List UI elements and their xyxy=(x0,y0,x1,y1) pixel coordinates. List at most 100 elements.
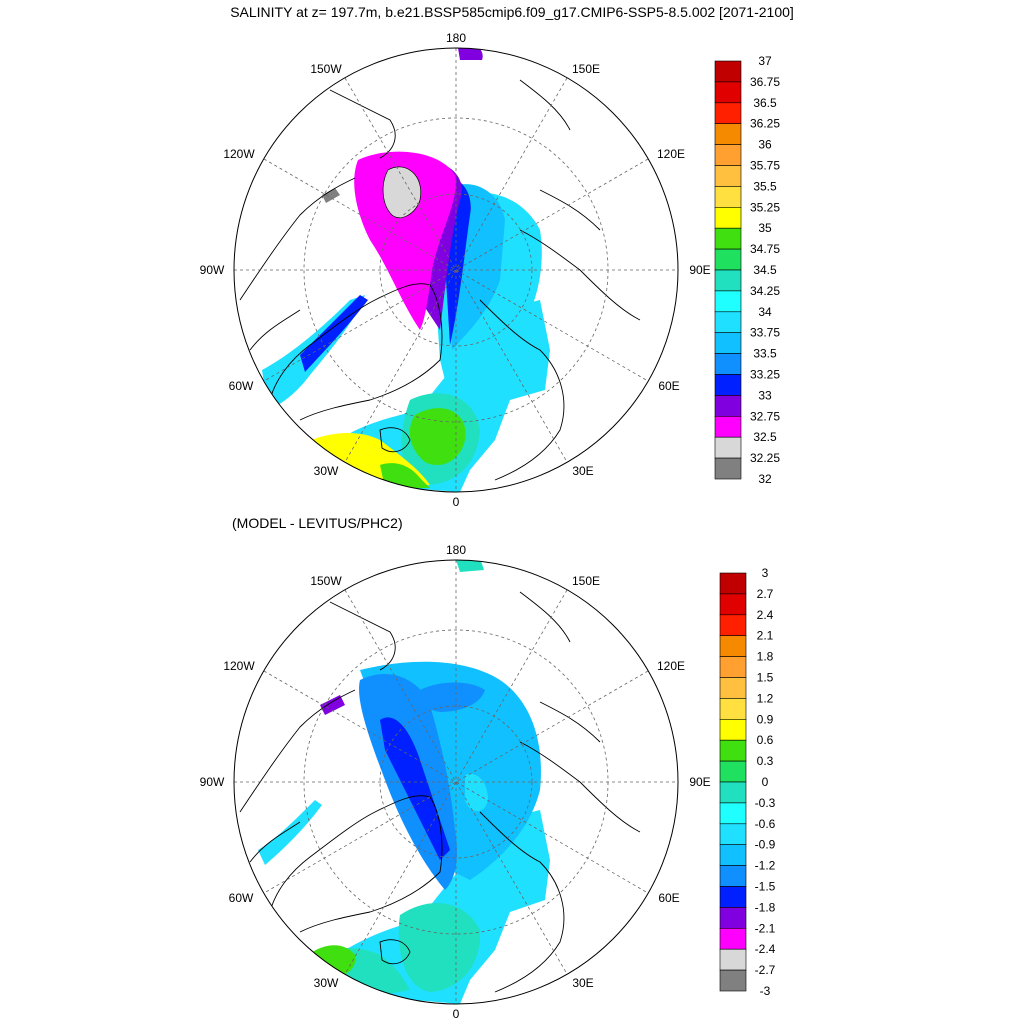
bottom-lon-label-0: 0 xyxy=(453,1007,460,1021)
bottom-colorbar-swatch-10 xyxy=(719,781,747,804)
bottom-colorbar-label-4: 1.8 xyxy=(757,650,774,664)
top-colorbar-swatch-4 xyxy=(714,144,742,166)
bottom-colorbar-label-3: 2.1 xyxy=(757,629,774,643)
bottom-colorbar-label-19: -2.7 xyxy=(755,963,776,977)
bottom-colorbar-label-17: -2.1 xyxy=(755,921,776,935)
bottom-colorbar-label-14: -1.2 xyxy=(755,859,776,873)
top-colorbar-swatch-14 xyxy=(714,353,742,375)
top-lon-label-90e: 90E xyxy=(689,263,710,277)
bottom-lon-label-150w: 150W xyxy=(310,574,342,588)
top-lon-label-150e: 150E xyxy=(572,62,600,76)
bottom-colorbar-swatch-2 xyxy=(719,614,747,636)
bottom-coastlines xyxy=(239,591,641,993)
top-colorbar-swatch-16 xyxy=(714,395,742,417)
top-colorbar-swatch-17 xyxy=(714,415,742,438)
top-colorbar-label-18: 32.5 xyxy=(753,430,777,444)
top-lon-label-90w: 90W xyxy=(200,263,225,277)
bottom-colorbar-label-9: 0.3 xyxy=(757,754,774,768)
top-colorbar-label-11: 34.25 xyxy=(750,284,780,298)
bottom-colorbar-swatch-9 xyxy=(719,760,747,783)
bottom-colorbar-swatch-3 xyxy=(719,635,747,657)
top-coastlines xyxy=(239,79,641,481)
top-graticule xyxy=(234,48,678,492)
bottom-colorbar-swatch-11 xyxy=(719,802,747,825)
bottom-colorbar-swatch-12 xyxy=(719,823,747,845)
bottom-lon-label-30e: 30E xyxy=(572,976,593,990)
bottom-colorbar: 3 2.7 2.4 2.1 1.8 1.5 1.2 0.9 0.6 0.3 0 -0.3 -0.6 -0.… xyxy=(719,566,776,998)
top-colorbar-label-20: 32 xyxy=(758,472,772,486)
top-lon-label-30w: 30W xyxy=(314,464,339,478)
bottom-colorbar-label-0: 3 xyxy=(762,566,769,580)
bottom-colorbar-swatch-13 xyxy=(719,844,747,866)
top-colorbar-swatch-18 xyxy=(714,436,742,459)
bottom-colorbar-swatch-5 xyxy=(719,677,747,699)
plot-title: SALINITY at z= 197.7m, b.e21.BSSP585cmip… xyxy=(230,4,794,20)
top-lon-label-60e: 60E xyxy=(658,379,679,393)
bottom-colorbar-swatch-6 xyxy=(719,698,747,720)
bottom-colorbar-label-16: -1.8 xyxy=(755,900,776,914)
top-colorbar-label-6: 35.5 xyxy=(753,179,777,193)
top-colorbar-swatch-15 xyxy=(714,374,742,396)
top-colorbar-label-15: 33.25 xyxy=(750,368,780,382)
top-colorbar-label-12: 34 xyxy=(758,305,772,319)
top-colorbar-label-8: 35 xyxy=(758,221,772,235)
top-lon-label-180: 180 xyxy=(446,31,466,45)
bottom-lon-label-180: 180 xyxy=(446,543,466,557)
bottom-colorbar-label-6: 1.2 xyxy=(757,691,774,705)
top-colorbar-swatch-5 xyxy=(714,165,742,187)
bottom-colorbar-label-5: 1.5 xyxy=(757,671,774,685)
top-colorbar-swatch-3 xyxy=(714,123,742,145)
top-colorbar-label-19: 32.25 xyxy=(750,451,780,465)
top-colorbar-swatch-13 xyxy=(714,332,742,354)
bottom-colorbar-label-20: -3 xyxy=(760,984,771,998)
top-lon-label-150w: 150W xyxy=(310,62,342,76)
bottom-lon-label-60e: 60E xyxy=(658,891,679,905)
top-lon-label-60w: 60W xyxy=(229,379,254,393)
bottom-colorbar-label-12: -0.6 xyxy=(755,817,776,831)
bottom-colorbar-swatch-4 xyxy=(719,656,747,678)
bottom-graticule xyxy=(234,560,678,1004)
top-colorbar-label-1: 36.75 xyxy=(750,75,780,89)
top-lon-label-120w: 120W xyxy=(223,147,255,161)
top-polar-map: 180 150W 150E 120W 120E 90W 90E 60W 60E … xyxy=(200,31,711,509)
top-colorbar-label-16: 33 xyxy=(758,388,772,402)
bottom-polar-map: 180 150W 150E 120W 120E 90W 90E 60W 60E … xyxy=(200,543,711,1021)
top-colorbar-label-13: 33.75 xyxy=(750,326,780,340)
bottom-colorbar-swatch-8 xyxy=(719,739,747,762)
bottom-colorbar-label-2: 2.4 xyxy=(757,608,774,622)
top-colorbar-label-7: 35.25 xyxy=(750,200,780,214)
bottom-colorbar-swatch-16 xyxy=(719,907,747,929)
top-colorbar-swatch-7 xyxy=(714,207,742,229)
top-colorbar-swatch-2 xyxy=(714,102,742,125)
bottom-colorbar-swatch-7 xyxy=(719,718,747,741)
bottom-colorbar-label-18: -2.4 xyxy=(755,942,776,956)
bottom-colorbar-label-13: -0.9 xyxy=(755,838,776,852)
bottom-colorbar-swatch-19 xyxy=(719,969,747,992)
top-colorbar-label-5: 35.75 xyxy=(750,159,780,173)
top-colorbar-swatch-9 xyxy=(714,248,742,271)
bottom-colorbar-swatch-18 xyxy=(719,948,747,971)
bottom-colorbar-label-8: 0.6 xyxy=(757,733,774,747)
bottom-map-boundary xyxy=(233,559,679,1005)
top-lon-label-30e: 30E xyxy=(572,464,593,478)
top-colorbar-label-17: 32.75 xyxy=(750,409,780,423)
top-colorbar-swatch-11 xyxy=(714,290,742,313)
bottom-lon-label-120w: 120W xyxy=(223,659,255,673)
bottom-lon-label-60w: 60W xyxy=(229,891,254,905)
top-colorbar-label-3: 36.25 xyxy=(750,117,780,131)
bottom-colorbar-swatch-1 xyxy=(719,593,747,616)
top-map-boundary xyxy=(233,47,679,493)
bottom-colorbar-label-10: 0 xyxy=(762,775,769,789)
top-lon-label-120e: 120E xyxy=(657,147,685,161)
bottom-colorbar-swatch-0 xyxy=(719,572,747,595)
top-colorbar-swatch-12 xyxy=(714,311,742,333)
top-colorbar-label-2: 36.5 xyxy=(753,96,777,110)
bottom-colorbar-swatch-15 xyxy=(719,886,747,908)
top-lon-label-0: 0 xyxy=(453,495,460,509)
bottom-colorbar-label-15: -1.5 xyxy=(755,880,776,894)
bottom-colorbar-swatch-14 xyxy=(719,865,747,887)
bottom-colorbar-label-7: 0.9 xyxy=(757,712,774,726)
bottom-lon-label-30w: 30W xyxy=(314,976,339,990)
bottom-salinity-difference-field xyxy=(258,560,550,1004)
